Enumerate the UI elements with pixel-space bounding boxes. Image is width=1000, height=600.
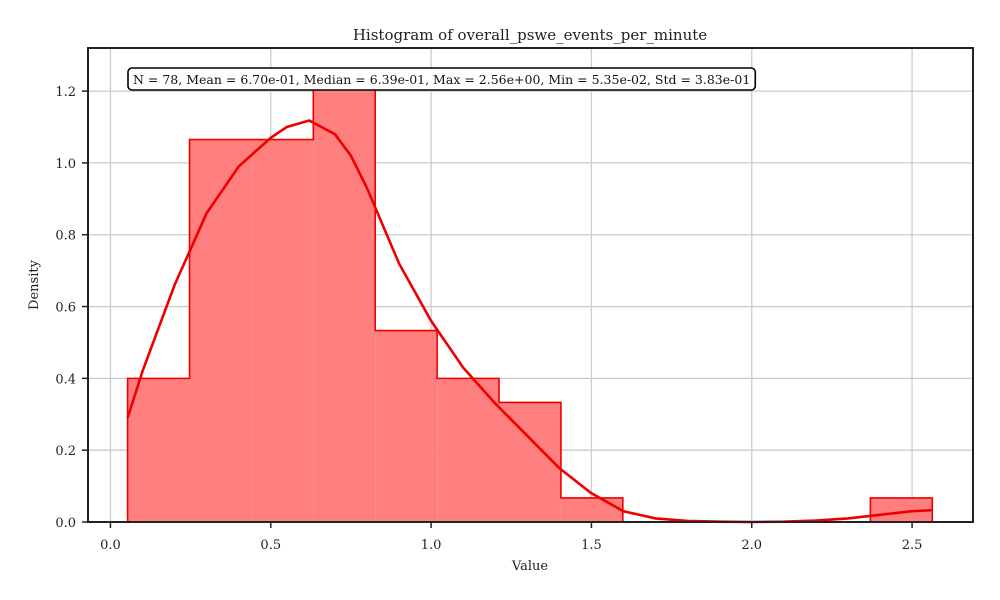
y-tick-label-0: 0.0: [55, 516, 76, 531]
y-tick-label-4: 0.8: [55, 229, 76, 244]
plot-frame: [87, 47, 974, 523]
x-tick-label-3: 1.5: [581, 538, 602, 553]
y-tick-label-3: 0.6: [55, 301, 76, 316]
y-axis-ticks: 0.0 0.2 0.4 0.6 0.8 1.0 1.2: [55, 85, 88, 531]
stats-box: N = 78, Mean = 6.70e-01, Median = 6.39e-…: [127, 67, 757, 91]
histogram-bar-3: [313, 80, 376, 523]
x-tick-label-2: 1.0: [421, 538, 442, 553]
x-tick-label-5: 2.5: [902, 538, 923, 553]
y-axis-label: Density: [27, 259, 42, 310]
x-tick-label-1: 0.5: [260, 538, 281, 553]
x-tick-label-4: 2.0: [741, 538, 762, 553]
y-tick-label-2: 0.4: [55, 372, 76, 387]
histogram-bar-7: [560, 497, 623, 522]
x-axis-label: Value: [511, 559, 548, 574]
histogram-bar-1: [189, 139, 252, 522]
histogram-bar-2: [251, 139, 314, 522]
y-tick-label-5: 1.0: [55, 157, 76, 172]
y-tick-label-6: 1.2: [55, 85, 76, 100]
chart-title: Histogram of overall_pswe_events_per_min…: [353, 26, 707, 44]
x-axis-ticks: 0.0 0.5 1.0 1.5 2.0 2.5: [100, 522, 922, 553]
y-tick-label-1: 0.2: [55, 444, 76, 459]
histogram-outline: [126, 79, 934, 522]
histogram-bar-6: [499, 402, 561, 522]
histogram-bar-5: [437, 378, 500, 522]
stats-text: N = 78, Mean = 6.70e-01, Median = 6.39e-…: [133, 72, 750, 87]
histogram-bar-0: [127, 378, 190, 522]
histogram-bar-4: [375, 330, 438, 522]
x-tick-label-0: 0.0: [100, 538, 121, 553]
histogram-bars: [126, 79, 934, 523]
stats-box-border: [127, 67, 757, 91]
bar-fills: [127, 80, 933, 523]
